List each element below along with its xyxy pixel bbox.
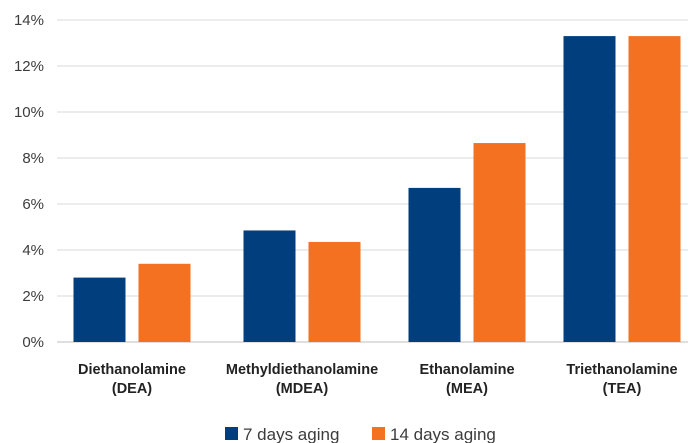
y-tick-label: 6%	[22, 196, 44, 213]
bar-7-days-0	[73, 277, 126, 342]
category-label: Diethanolamine	[78, 362, 186, 378]
bars	[73, 36, 681, 342]
y-axis-ticks: 0% 2% 4% 6% 8% 10% 12% 14%	[14, 12, 44, 351]
bar-14-days-2	[473, 143, 526, 342]
legend: 7 days aging 14 days aging	[225, 425, 496, 443]
y-tick-label: 10%	[14, 104, 44, 121]
x-axis-labels: Diethanolamine (DEA) Methyldiethanolamine (…	[78, 362, 678, 397]
legend-label: 14 days aging	[390, 425, 496, 443]
category-label: (TEA)	[603, 381, 642, 397]
bar-7-days-3	[563, 36, 616, 342]
bar-7-days-2	[408, 187, 461, 342]
category-label: (MEA)	[446, 381, 488, 397]
y-tick-label: 12%	[14, 58, 44, 75]
bar-14-days-0	[138, 263, 191, 342]
category-label: (MDEA)	[276, 381, 329, 397]
y-tick-label: 14%	[14, 12, 44, 29]
y-tick-label: 4%	[22, 242, 44, 259]
category-label: Methyldiethanolamine	[226, 362, 378, 378]
legend-swatch	[225, 427, 238, 440]
category-label: Ethanolamine	[419, 362, 514, 378]
legend-swatch	[372, 427, 385, 440]
category-label: (DEA)	[112, 381, 152, 397]
y-tick-label: 8%	[22, 150, 44, 167]
bar-14-days-1	[308, 241, 361, 342]
category-label: Triethanolamine	[566, 362, 677, 378]
bar-14-days-3	[628, 36, 681, 342]
bar-7-days-1	[243, 230, 296, 342]
legend-label: 7 days aging	[243, 425, 339, 443]
y-tick-label: 2%	[22, 288, 44, 305]
y-tick-label: 0%	[22, 334, 44, 351]
